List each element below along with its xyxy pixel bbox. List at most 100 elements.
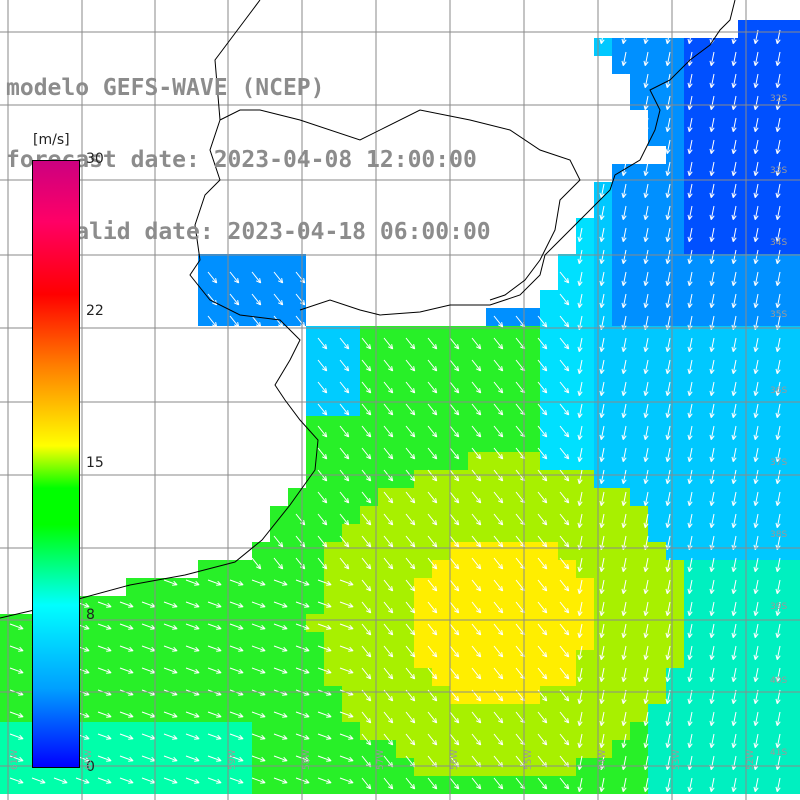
wind-speed-cell bbox=[486, 362, 504, 380]
wind-speed-cell bbox=[576, 542, 594, 560]
wind-arrow bbox=[427, 425, 438, 438]
wind-arrow bbox=[753, 117, 759, 133]
wind-speed-cell bbox=[630, 560, 648, 578]
wind-speed-cell bbox=[720, 776, 738, 794]
wind-arrow bbox=[339, 359, 350, 372]
wind-arrow bbox=[383, 491, 394, 504]
wind-speed-cell bbox=[450, 686, 468, 704]
wind-speed-cell bbox=[612, 38, 630, 56]
wind-speed-cell bbox=[378, 380, 396, 398]
wind-arrow bbox=[229, 711, 244, 718]
wind-speed-cell bbox=[396, 578, 414, 596]
wind-speed-cell bbox=[360, 614, 378, 632]
wind-speed-cell bbox=[522, 560, 540, 578]
wind-arrow bbox=[559, 601, 570, 614]
wind-speed-cell bbox=[684, 668, 702, 686]
wind-speed-cell bbox=[324, 758, 342, 776]
wind-speed-cell bbox=[702, 110, 720, 128]
wind-arrow bbox=[665, 403, 671, 419]
wind-speed-cell bbox=[792, 236, 800, 254]
wind-arrow bbox=[427, 623, 438, 636]
wind-speed-cell bbox=[684, 758, 702, 776]
wind-speed-cell bbox=[486, 614, 504, 632]
wind-arrow bbox=[665, 359, 671, 375]
wind-speed-cell bbox=[342, 326, 360, 344]
wind-speed-cell bbox=[108, 668, 126, 686]
wind-arrow bbox=[361, 381, 372, 394]
wind-arrow bbox=[753, 623, 759, 639]
wind-speed-cell bbox=[666, 56, 684, 74]
wind-arrow bbox=[383, 645, 394, 658]
lat-label: 38S bbox=[770, 530, 788, 540]
wind-speed-cell bbox=[576, 740, 594, 758]
wind-speed-cell bbox=[774, 668, 792, 686]
wind-speed-cell bbox=[612, 758, 630, 776]
lon-label: 57W bbox=[376, 749, 386, 770]
wind-speed-cell bbox=[576, 614, 594, 632]
wind-speed-cell bbox=[792, 218, 800, 236]
wind-speed-cell bbox=[666, 722, 684, 740]
wind-speed-cell bbox=[360, 758, 378, 776]
wind-arrow bbox=[559, 711, 570, 724]
wind-arrow bbox=[163, 733, 178, 740]
wind-speed-cell bbox=[684, 254, 702, 272]
wind-speed-cell bbox=[630, 542, 648, 560]
wind-speed-cell bbox=[378, 650, 396, 668]
wind-speed-cell bbox=[504, 758, 522, 776]
wind-arrow bbox=[599, 557, 605, 573]
wind-arrow bbox=[621, 73, 627, 89]
wind-speed-cell bbox=[0, 740, 18, 758]
wind-speed-cell bbox=[486, 632, 504, 650]
wind-arrow bbox=[317, 623, 332, 630]
wind-arrow bbox=[229, 755, 244, 762]
wind-speed-cell bbox=[774, 398, 792, 416]
wind-arrow bbox=[599, 271, 605, 287]
wind-speed-cell bbox=[396, 488, 414, 506]
wind-arrow bbox=[317, 755, 332, 762]
wind-speed-cell bbox=[738, 110, 756, 128]
wind-arrow bbox=[471, 425, 482, 438]
wind-arrow bbox=[577, 337, 583, 353]
wind-speed-cell bbox=[306, 668, 324, 686]
wind-arrow bbox=[251, 667, 266, 674]
wind-arrow bbox=[731, 601, 737, 617]
wind-arrow bbox=[295, 733, 310, 740]
wind-arrow bbox=[709, 645, 715, 661]
wind-speed-cell bbox=[486, 722, 504, 740]
wind-arrow bbox=[643, 425, 649, 441]
wind-speed-cell bbox=[360, 416, 378, 434]
wind-arrow bbox=[559, 381, 570, 394]
wind-arrow bbox=[449, 733, 460, 746]
wind-speed-cell bbox=[738, 416, 756, 434]
wind-speed-cell bbox=[792, 38, 800, 56]
wind-speed-cell bbox=[702, 596, 720, 614]
wind-speed-cell bbox=[792, 506, 800, 524]
lon-label: 52W bbox=[746, 749, 756, 770]
wind-speed-cell bbox=[504, 452, 522, 470]
wind-speed-cell bbox=[396, 434, 414, 452]
wind-arrow bbox=[687, 249, 693, 265]
wind-speed-cell bbox=[0, 758, 18, 776]
wind-arrow bbox=[577, 425, 583, 441]
wind-speed-cell bbox=[270, 578, 288, 596]
wind-speed-cell bbox=[702, 308, 720, 326]
wind-speed-cell bbox=[738, 272, 756, 290]
wind-arrow bbox=[339, 623, 354, 630]
wind-arrow bbox=[709, 117, 715, 133]
wind-arrow bbox=[665, 711, 671, 727]
wind-arrow bbox=[405, 381, 416, 394]
wind-speed-cell bbox=[738, 398, 756, 416]
wind-speed-cell bbox=[252, 290, 270, 308]
wind-arrow bbox=[775, 425, 781, 441]
wind-arrow bbox=[621, 623, 627, 639]
wind-arrow bbox=[559, 315, 570, 328]
wind-speed-cell bbox=[252, 668, 270, 686]
wind-speed-cell bbox=[450, 524, 468, 542]
wind-speed-cell bbox=[396, 362, 414, 380]
wind-arrow bbox=[449, 711, 460, 724]
wind-arrow bbox=[537, 513, 548, 526]
wind-arrow bbox=[471, 557, 482, 570]
wind-arrow bbox=[753, 601, 759, 617]
wind-speed-cell bbox=[486, 452, 504, 470]
wind-speed-cell bbox=[288, 704, 306, 722]
